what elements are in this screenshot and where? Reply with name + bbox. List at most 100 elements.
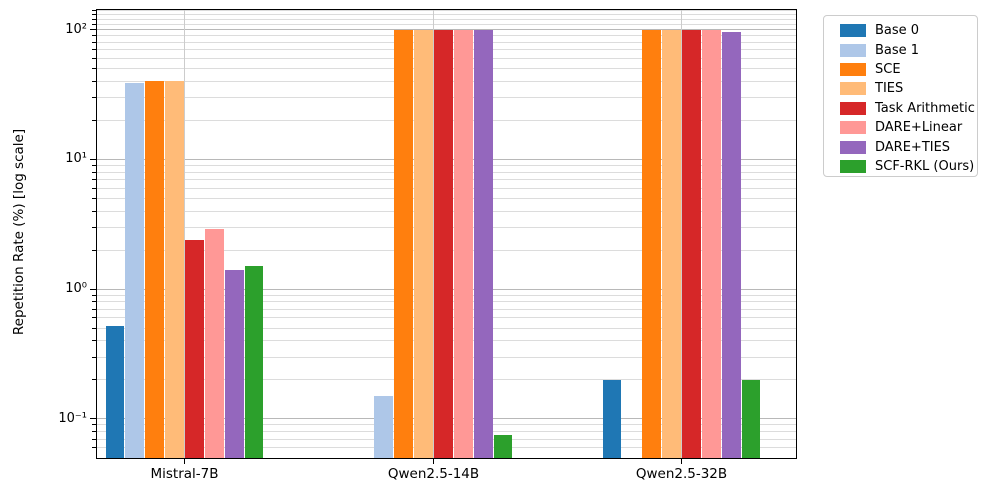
x-tick (433, 459, 434, 464)
gridline-minor (97, 14, 796, 16)
gridline-vertical (433, 10, 434, 458)
legend-swatch-task-arithmetic (840, 101, 866, 115)
y-tick-minor (92, 226, 96, 228)
gridline-vertical (681, 10, 682, 458)
legend-label: Base 0 (875, 23, 920, 39)
legend-swatch-dare-linear (840, 121, 866, 135)
gridline-minor (97, 18, 796, 20)
y-tick-minor (92, 424, 96, 426)
legend-item: DARE+TIES (840, 137, 977, 156)
x-tick-label: Qwen2.5-32B (635, 466, 728, 482)
y-tick-minor (92, 210, 96, 212)
bar-sce-qwen2-5-32b (642, 29, 661, 458)
y-tick-label: 10⁰ (65, 281, 87, 297)
legend: Base 0 Base 1 SCE TIES Task Arithmetic DARE+L… (823, 15, 978, 177)
y-tick-minor (92, 294, 96, 296)
y-tick-minor (92, 301, 96, 303)
y-tick-minor (92, 249, 96, 251)
bar-scf-rkl-ours-qwen2-5-32b (741, 379, 761, 458)
y-tick-minor (92, 179, 96, 181)
legend-item: SCF-RKL (Ours) (840, 157, 977, 176)
bar-dare-ties-mistral-7b (224, 270, 244, 458)
y-tick-minor (92, 431, 96, 433)
bar-base-0-qwen2-5-32b (602, 379, 622, 458)
x-axis-spine (97, 458, 797, 459)
y-tick-minor (92, 97, 96, 99)
y-tick-label: 10² (65, 21, 87, 37)
legend-swatch-scf-rkl-ours (840, 159, 866, 173)
bar-scf-rkl-ours-mistral-7b (244, 266, 264, 458)
y-tick-minor (92, 438, 96, 440)
y-tick-minor (92, 14, 96, 16)
y-tick-minor (92, 171, 96, 173)
legend-label: DARE+TIES (875, 139, 951, 155)
y-tick-minor (92, 119, 96, 121)
y-tick-label: 10⁻¹ (58, 410, 87, 426)
bar-ties-qwen2-5-32b (662, 29, 681, 458)
legend-item: Base 0 (840, 21, 977, 40)
legend-swatch-sce (840, 62, 866, 76)
legend-label: DARE+Linear (875, 120, 963, 136)
top-spine (97, 9, 797, 10)
y-tick-minor (92, 10, 96, 12)
y-tick-major (90, 158, 96, 160)
y-tick-minor (92, 80, 96, 82)
y-tick-minor (92, 164, 96, 166)
legend-swatch-base-1 (840, 43, 866, 57)
x-tick-label: Qwen2.5-14B (387, 466, 480, 482)
bar-base-0-mistral-7b (105, 326, 125, 458)
legend-item: Base 1 (840, 40, 977, 59)
bar-base-1-qwen2-5-14b (374, 396, 394, 458)
x-tick (681, 459, 682, 464)
y-tick-minor (92, 447, 96, 449)
bar-dare-ties-qwen2-5-32b (721, 32, 741, 458)
y-tick-minor (92, 379, 96, 381)
y-tick-major (90, 29, 96, 31)
bar-dare-ties-qwen2-5-14b (473, 29, 493, 458)
y-tick-minor (92, 18, 96, 20)
y-tick-major (90, 288, 96, 290)
y-tick-minor (92, 49, 96, 51)
bar-task-arithmetic-qwen2-5-32b (682, 29, 701, 458)
x-tick-label: Mistral-7B (150, 466, 219, 482)
y-tick-label: 10¹ (65, 151, 87, 167)
legend-swatch-dare-ties (840, 140, 866, 154)
y-tick-minor (92, 308, 96, 310)
legend-label: Task Arithmetic (875, 100, 975, 116)
bar-ties-qwen2-5-14b (414, 29, 433, 458)
y-tick-minor (92, 317, 96, 319)
y-axis-label: Repetition Rate (%) [log scale] (11, 128, 27, 336)
gridline-vertical (184, 10, 185, 458)
bar-task-arithmetic-qwen2-5-14b (434, 29, 453, 458)
bar-task-arithmetic-mistral-7b (185, 239, 204, 458)
y-axis-spine (96, 9, 97, 459)
legend-swatch-base-0 (840, 24, 866, 38)
y-tick-minor (92, 58, 96, 60)
bar-dare-linear-qwen2-5-14b (454, 29, 473, 458)
legend-item: SCE (840, 60, 977, 79)
bar-sce-qwen2-5-14b (394, 29, 413, 458)
legend-item: TIES (840, 79, 977, 98)
legend-item: DARE+Linear (840, 118, 977, 137)
bar-base-1-mistral-7b (125, 82, 145, 458)
y-tick-minor (92, 187, 96, 189)
legend-label: Base 1 (875, 42, 920, 58)
y-tick-minor (92, 23, 96, 25)
bar-ties-mistral-7b (165, 81, 184, 458)
bar-scf-rkl-ours-qwen2-5-14b (493, 435, 513, 458)
y-tick-minor (92, 356, 96, 358)
bar-sce-mistral-7b (145, 81, 164, 458)
bar-dare-linear-qwen2-5-32b (702, 29, 721, 458)
y-tick-minor (92, 198, 96, 200)
legend-label: SCF-RKL (Ours) (875, 158, 975, 174)
y-tick-major (90, 418, 96, 420)
y-tick-minor (92, 35, 96, 37)
y-tick-minor (92, 41, 96, 43)
gridline-minor (97, 10, 796, 12)
legend-item: Task Arithmetic (840, 99, 977, 118)
gridline-major (97, 29, 796, 31)
legend-swatch-ties (840, 82, 866, 96)
y-tick-minor (92, 327, 96, 329)
y-tick-minor (92, 340, 96, 342)
